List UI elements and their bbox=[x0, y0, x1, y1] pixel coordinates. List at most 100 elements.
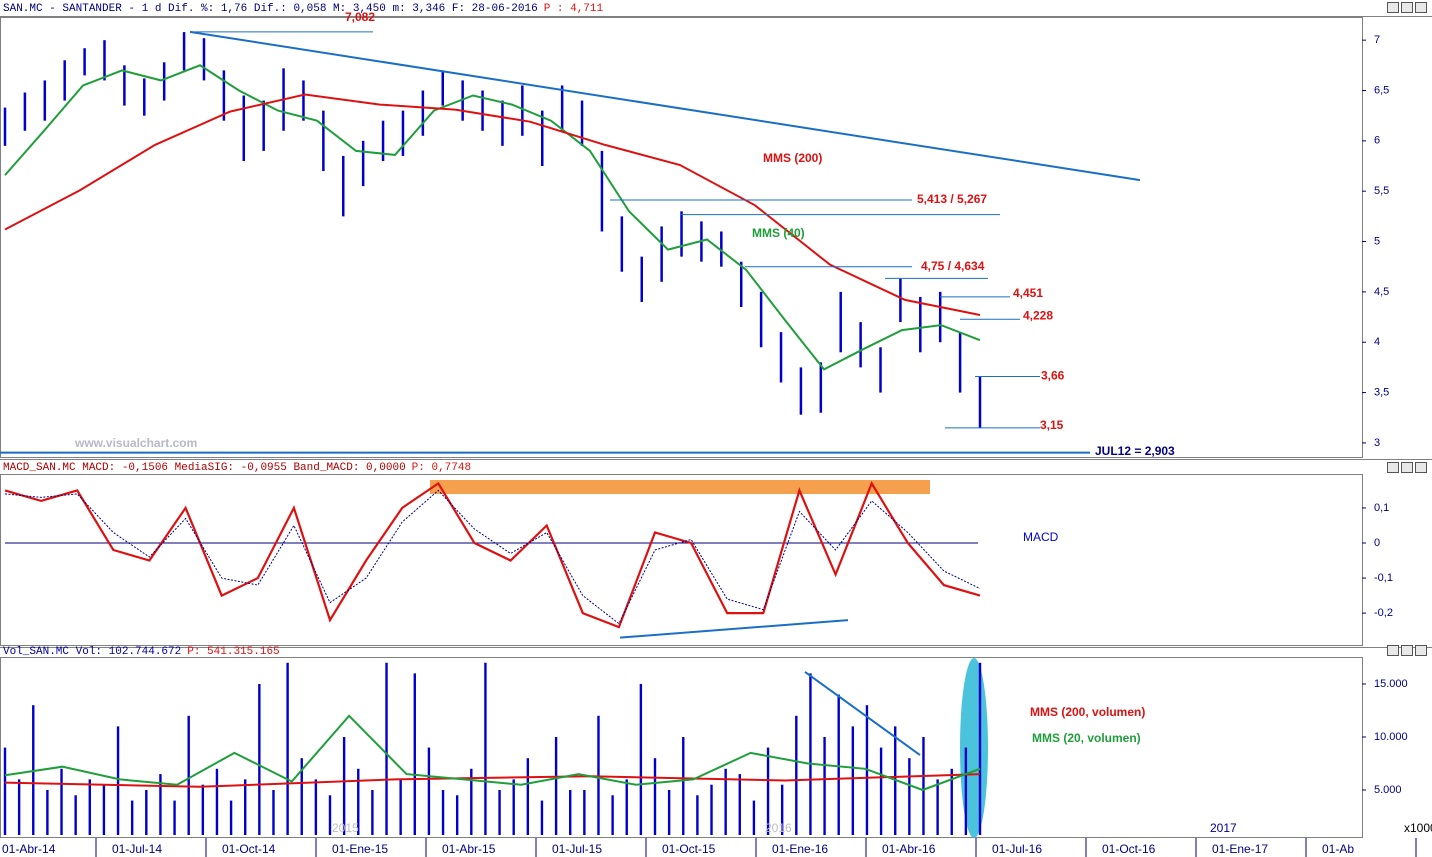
volume-bar bbox=[752, 800, 756, 835]
volume-bar bbox=[639, 683, 643, 835]
volume-average bbox=[4, 773, 981, 788]
trendline bbox=[804, 671, 921, 756]
volume-bar bbox=[159, 774, 162, 835]
moving-average bbox=[4, 93, 981, 316]
y-tick-label: 0 bbox=[1374, 537, 1380, 549]
x-tick-label: 01-Jul-15 bbox=[552, 842, 602, 856]
volume-bar bbox=[780, 784, 784, 835]
volume-bar bbox=[611, 795, 614, 835]
x-tick-label: 01-Ene-16 bbox=[772, 842, 828, 856]
series-label: MMS (200) bbox=[763, 151, 822, 165]
level-label: 4,228 bbox=[1023, 308, 1053, 322]
volume-bar bbox=[724, 768, 727, 835]
level-label: 4,451 bbox=[1013, 286, 1043, 300]
volume-bar bbox=[455, 795, 459, 835]
x-tick-label: 01-Oct-16 bbox=[1102, 842, 1156, 856]
y-tick-label: 3,5 bbox=[1374, 386, 1389, 398]
minimize-button[interactable] bbox=[1387, 645, 1399, 656]
volume-bar bbox=[286, 662, 289, 835]
volume-bar bbox=[823, 736, 826, 835]
y-tick-label: 4,5 bbox=[1374, 286, 1389, 298]
close-button[interactable] bbox=[1415, 2, 1427, 13]
price-header-strip bbox=[0, 0, 1432, 16]
volume-frame bbox=[0, 657, 1363, 838]
volume-highlight bbox=[960, 658, 988, 838]
x-tick-label: 01-Ene-17 bbox=[1212, 842, 1268, 856]
frames bbox=[0, 17, 1363, 838]
close-button[interactable] bbox=[1415, 645, 1427, 656]
volume-bar bbox=[3, 747, 7, 835]
header-text: Vol_SAN.MC Vol: 102.744.672 bbox=[3, 646, 181, 658]
x-tick-label: 01-Ene-15 bbox=[332, 842, 388, 856]
volume-bar bbox=[145, 789, 148, 835]
maximize-button[interactable] bbox=[1401, 645, 1413, 656]
volume-bar bbox=[74, 795, 77, 835]
y-tick-label: 0,1 bbox=[1374, 502, 1389, 514]
volume-bar bbox=[427, 747, 431, 835]
header-text: MACD_SAN.MC MACD: -0,1506 MediaSIG: -0,0… bbox=[3, 462, 406, 474]
volume-bar bbox=[512, 779, 515, 835]
y-tick-label: 15.000 bbox=[1374, 678, 1408, 690]
volume-bar bbox=[738, 774, 741, 835]
trendline bbox=[189, 30, 1141, 182]
header-strips bbox=[0, 0, 1432, 648]
y-tick-label: 5.000 bbox=[1374, 784, 1402, 796]
macd-title: MACD bbox=[1023, 530, 1059, 544]
header-price: P : 4,711 bbox=[544, 3, 604, 15]
x-tick-label: 01-Abr-15 bbox=[442, 842, 496, 856]
y-tick-label: 7 bbox=[1374, 34, 1380, 46]
header-price: P: 0,7748 bbox=[412, 462, 471, 474]
minimize-button[interactable] bbox=[1387, 462, 1399, 473]
volume-bar bbox=[554, 736, 558, 835]
volume-bar bbox=[328, 795, 332, 835]
window-buttons[interactable] bbox=[1387, 2, 1427, 656]
level-label: JUL12 = 2,903 bbox=[1095, 444, 1175, 458]
year-label: 2015 bbox=[332, 821, 359, 835]
volume-bar bbox=[244, 779, 247, 835]
volume-bar bbox=[625, 779, 628, 835]
close-button[interactable] bbox=[1415, 462, 1427, 473]
maximize-button[interactable] bbox=[1401, 462, 1413, 473]
series-label: MMS (20, volumen) bbox=[1032, 731, 1141, 745]
maximize-button[interactable] bbox=[1401, 2, 1413, 13]
volume-bar bbox=[922, 736, 925, 835]
volume-bar bbox=[667, 789, 671, 835]
scale-label: x10000 bbox=[1404, 821, 1432, 835]
y-tick-label: 5 bbox=[1374, 235, 1380, 247]
y-tick-label: -0,2 bbox=[1374, 607, 1393, 619]
volume-bar bbox=[936, 779, 939, 835]
volume-bar bbox=[710, 784, 713, 835]
y-tick-label: -0,1 bbox=[1374, 572, 1393, 584]
y-tick-label: 10.000 bbox=[1374, 731, 1408, 743]
volume-header: Vol_SAN.MC Vol: 102.744.672 P: 541.315.16… bbox=[3, 646, 280, 658]
volume-bar bbox=[102, 784, 106, 835]
series-label: MMS (40) bbox=[752, 226, 805, 240]
level-label: 7,082 bbox=[345, 10, 375, 24]
level-label: 4,75 / 4,634 bbox=[921, 259, 985, 273]
volume-bar bbox=[978, 662, 982, 835]
volume-bar bbox=[766, 747, 770, 835]
y-tick-label: 4 bbox=[1374, 336, 1380, 348]
volume-bar bbox=[526, 758, 530, 835]
level-label: 5,413 / 5,267 bbox=[917, 192, 987, 206]
x-tick-label: 01-Jul-16 bbox=[992, 842, 1042, 856]
volume-bar bbox=[413, 673, 416, 835]
year-label: 2017 bbox=[1210, 821, 1237, 835]
volume-bar bbox=[46, 789, 49, 835]
volume-bar bbox=[201, 784, 205, 835]
volume-bar bbox=[88, 779, 91, 835]
volume-bar bbox=[908, 758, 911, 835]
macd-frame bbox=[0, 474, 1363, 646]
volume-bar bbox=[60, 768, 63, 835]
minimize-button[interactable] bbox=[1387, 2, 1399, 13]
volume-bar bbox=[385, 662, 388, 835]
volume-bar bbox=[682, 736, 685, 835]
price-frame bbox=[0, 17, 1363, 458]
watermark: www.visualchart.com bbox=[74, 436, 197, 450]
volume-bar bbox=[950, 768, 953, 835]
volume-bar bbox=[484, 662, 487, 835]
volume-bar bbox=[569, 789, 572, 835]
level-label: 3,66 bbox=[1041, 369, 1065, 383]
